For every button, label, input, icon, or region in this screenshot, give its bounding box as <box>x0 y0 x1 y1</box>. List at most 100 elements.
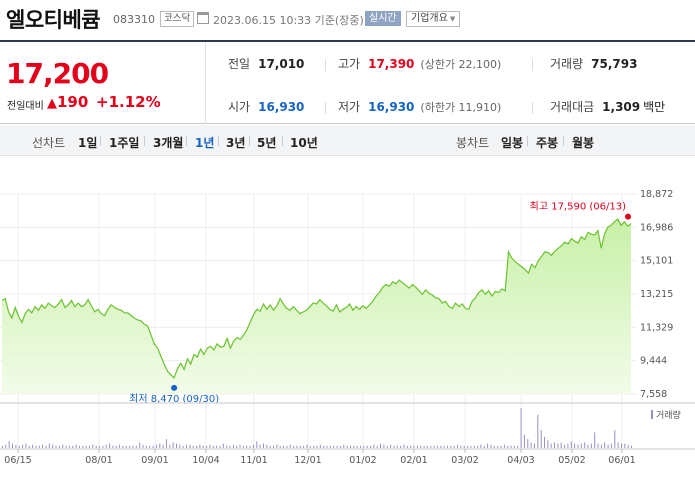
volume-bar <box>186 444 187 448</box>
tab-1d[interactable]: 1일 <box>78 136 98 150</box>
volume-bar <box>413 445 415 448</box>
volume-bar <box>604 442 606 448</box>
volume-bar <box>366 445 368 448</box>
trade-amount-label: 거래대금 <box>550 100 595 114</box>
tab-1w[interactable]: 1주일 <box>109 136 140 150</box>
volume-bar <box>135 445 137 448</box>
divider <box>144 136 145 146</box>
x-tick-label: 09/01 <box>141 455 168 466</box>
low-marker <box>171 384 178 391</box>
y-tick-label: 15,101 <box>640 256 673 267</box>
price-area <box>2 219 631 394</box>
volume-bar <box>122 445 124 448</box>
price-chart[interactable]: 18,872 16,986 15,101 13,215 11,329 9,444 7,558… <box>0 156 695 480</box>
volume-bar <box>420 445 422 448</box>
x-tick-label: 12/01 <box>294 455 321 466</box>
volume-bar <box>192 445 194 448</box>
up-triangle-icon: ▲ <box>47 96 57 111</box>
volume-bar <box>447 445 448 448</box>
volume-bar <box>617 442 619 448</box>
company-overview-dropdown[interactable]: 기업개요 ▼ <box>406 11 461 27</box>
volume-bar <box>75 444 77 448</box>
volume-bar <box>520 408 522 448</box>
day-low-value: 16,930 <box>368 100 415 114</box>
volume-bar <box>577 444 579 448</box>
volume-bar <box>263 443 264 448</box>
volume-bar <box>631 445 632 448</box>
volume-bar <box>493 445 495 448</box>
volume-bar <box>574 443 576 448</box>
volume: 거래량 75,793 <box>550 55 637 72</box>
x-tick-label: 10/04 <box>192 455 219 466</box>
tab-10y[interactable]: 10년 <box>290 136 318 150</box>
y-tick-label: 9,444 <box>640 356 667 367</box>
divider <box>532 59 533 71</box>
volume-bar <box>155 444 157 448</box>
volume-bar <box>483 445 485 448</box>
tab-1y[interactable]: 1년 <box>195 136 215 150</box>
volume-bar <box>346 445 348 448</box>
volume-bar <box>189 444 191 448</box>
price-line <box>1 218 632 379</box>
y-tick-label: 13,215 <box>640 289 673 300</box>
prev-close-value: 17,010 <box>258 57 305 71</box>
volume-bar <box>426 445 428 448</box>
volume-bar <box>460 445 462 448</box>
volume-bar <box>326 445 328 448</box>
realtime-button[interactable]: 실시간 <box>365 11 401 26</box>
quote-panel: 17,200 전일대비 ▲190 +1.12% 전일 17,010 고가 17,39… <box>0 40 695 124</box>
market-badge: 코스닥 <box>160 11 195 27</box>
volume-bar <box>35 445 37 448</box>
open-price-value: 16,930 <box>258 100 305 114</box>
x-tick-label: 11/01 <box>240 455 267 466</box>
open-price-label: 시가 <box>228 100 251 114</box>
current-price: 17,200 <box>6 57 109 90</box>
quote-timestamp: 2023.06.15 10:33 기준(장중) <box>213 14 364 27</box>
volume-bar <box>112 445 114 448</box>
volume-bar <box>580 443 582 448</box>
volume-bar <box>266 444 268 448</box>
volume-bar <box>497 445 499 448</box>
volume-bar <box>316 445 318 448</box>
volume-bar <box>32 444 34 448</box>
volume-bar <box>306 444 308 448</box>
volume-bar <box>360 445 361 448</box>
stock-header: 엘오티베큠 083310 코스닥 2023.06.15 10:33 기준(장중)… <box>0 0 695 40</box>
volume-bar <box>416 445 418 448</box>
volume-bars <box>2 408 632 448</box>
volume-bar <box>239 444 241 448</box>
volume-bar <box>564 444 566 448</box>
volume-bar <box>283 445 284 448</box>
tab-3y[interactable]: 3년 <box>226 136 246 150</box>
volume-bar <box>607 444 609 448</box>
volume-value: 75,793 <box>591 57 638 71</box>
upper-limit: (상한가 22,100) <box>420 58 502 71</box>
chart-tabs: 선차트 1일 1주일 3개월 1년 3년 5년 10년 봉차트 일봉 주봉 월봉 <box>0 125 695 156</box>
tab-5y[interactable]: 5년 <box>257 136 277 150</box>
volume-bar <box>323 445 325 448</box>
volume-bar <box>105 444 107 448</box>
tab-monthly[interactable]: 월봉 <box>572 136 595 150</box>
volume-bar <box>28 445 30 448</box>
tab-3m[interactable]: 3개월 <box>153 136 184 150</box>
volume-bar <box>309 445 311 448</box>
volume-bar <box>329 445 331 448</box>
tab-daily[interactable]: 일봉 <box>501 136 524 150</box>
volume-bar <box>383 444 385 448</box>
x-tick-label: 06/01 <box>608 455 635 466</box>
trade-amount-unit: 백만 <box>643 100 666 114</box>
divider <box>186 136 187 146</box>
volume-bar <box>89 445 90 448</box>
tab-weekly[interactable]: 주봉 <box>536 136 559 150</box>
volume-bar <box>226 445 228 448</box>
divider <box>218 136 219 146</box>
y-tick-label: 18,872 <box>640 189 673 200</box>
trade-amount: 거래대금 1,309 백만 <box>550 98 665 115</box>
volume-bar <box>82 445 84 448</box>
volume-bar <box>507 445 509 448</box>
prev-close: 전일 17,010 <box>228 55 304 72</box>
volume-bar <box>196 445 198 448</box>
volume-bar <box>436 445 438 448</box>
high-label: 최고 17,590 (06/13) <box>530 201 626 213</box>
volume-bar <box>169 444 171 448</box>
